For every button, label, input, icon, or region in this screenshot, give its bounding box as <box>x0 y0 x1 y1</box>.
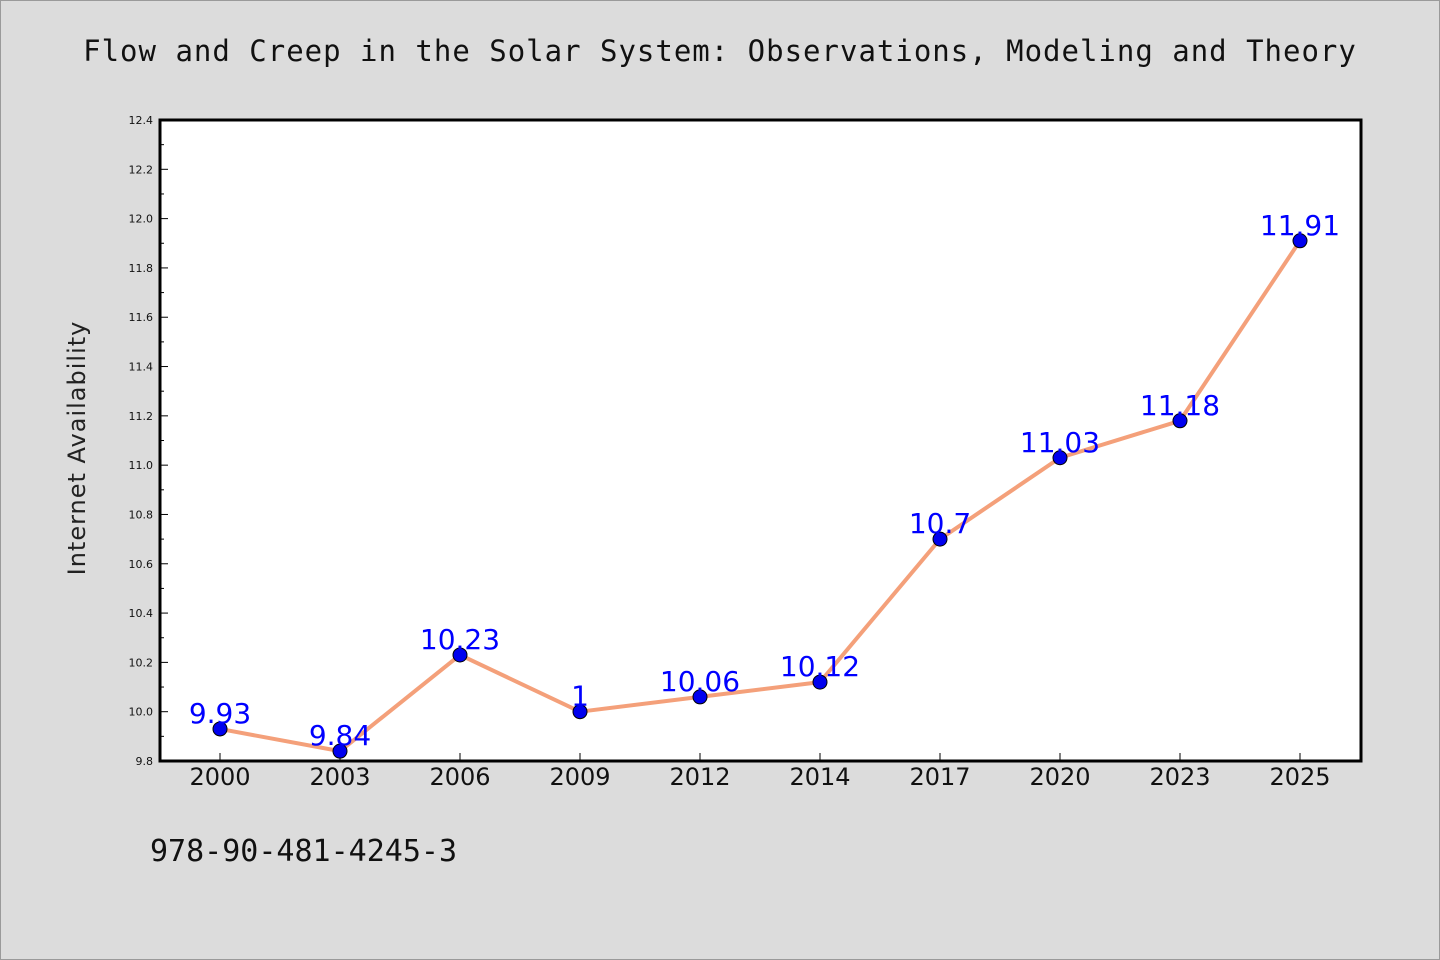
y-tick-label: 10.2 <box>129 656 154 669</box>
isbn-text: 978-90-481-4245-3 <box>150 834 458 869</box>
y-tick-label: 11.6 <box>129 311 154 324</box>
x-tick-label: 2025 <box>1269 763 1330 791</box>
data-label: 11.03 <box>1020 426 1100 459</box>
x-tick-label: 2014 <box>789 763 850 791</box>
x-tick-label: 2003 <box>309 763 370 791</box>
x-tick-label: 2017 <box>909 763 970 791</box>
data-point <box>572 704 588 720</box>
y-tick-label: 11.4 <box>129 361 154 374</box>
data-point <box>1172 413 1188 429</box>
data-point <box>212 721 228 737</box>
data-label: 1 <box>571 680 589 713</box>
y-tick-label: 12.4 <box>129 114 154 127</box>
data-label: 9.84 <box>309 719 371 752</box>
data-point <box>692 689 708 705</box>
x-tick-label: 2023 <box>1149 763 1210 791</box>
y-tick-label: 9.8 <box>136 755 154 768</box>
y-tick-label: 10.0 <box>129 706 154 719</box>
plot-border <box>158 118 1363 763</box>
y-tick-label: 11.0 <box>129 459 154 472</box>
x-tick-label: 2009 <box>549 763 610 791</box>
x-tick-label: 2006 <box>429 763 490 791</box>
y-tick-label: 10.8 <box>129 508 154 521</box>
data-point <box>1292 233 1308 249</box>
series-line <box>218 238 1302 754</box>
y-tick-label: 12.0 <box>129 213 154 226</box>
data-label: 11.18 <box>1140 389 1220 422</box>
plot-area <box>160 120 1361 761</box>
y-tick-label: 10.4 <box>129 607 154 620</box>
chart-title: Flow and Creep in the Solar System: Obse… <box>83 34 1357 68</box>
y-tick-label: 11.2 <box>129 410 154 423</box>
data-point <box>452 647 468 663</box>
data-point <box>812 674 828 690</box>
y-tick-label: 10.6 <box>129 558 154 571</box>
data-label: 10.23 <box>420 623 500 656</box>
data-label: 10.7 <box>909 507 971 540</box>
y-tick-label: 12.2 <box>129 163 154 176</box>
data-label: 11.91 <box>1260 209 1340 242</box>
data-point <box>932 531 948 547</box>
x-tick-label: 2000 <box>189 763 250 791</box>
data-point <box>332 743 348 759</box>
data-label: 10.06 <box>660 665 740 698</box>
x-tick-label: 2020 <box>1029 763 1090 791</box>
y-tick-label: 11.8 <box>129 262 154 275</box>
data-point <box>1052 450 1068 466</box>
x-tick-label: 2012 <box>669 763 730 791</box>
data-label: 10.12 <box>780 650 860 683</box>
data-label: 9.93 <box>189 697 251 730</box>
